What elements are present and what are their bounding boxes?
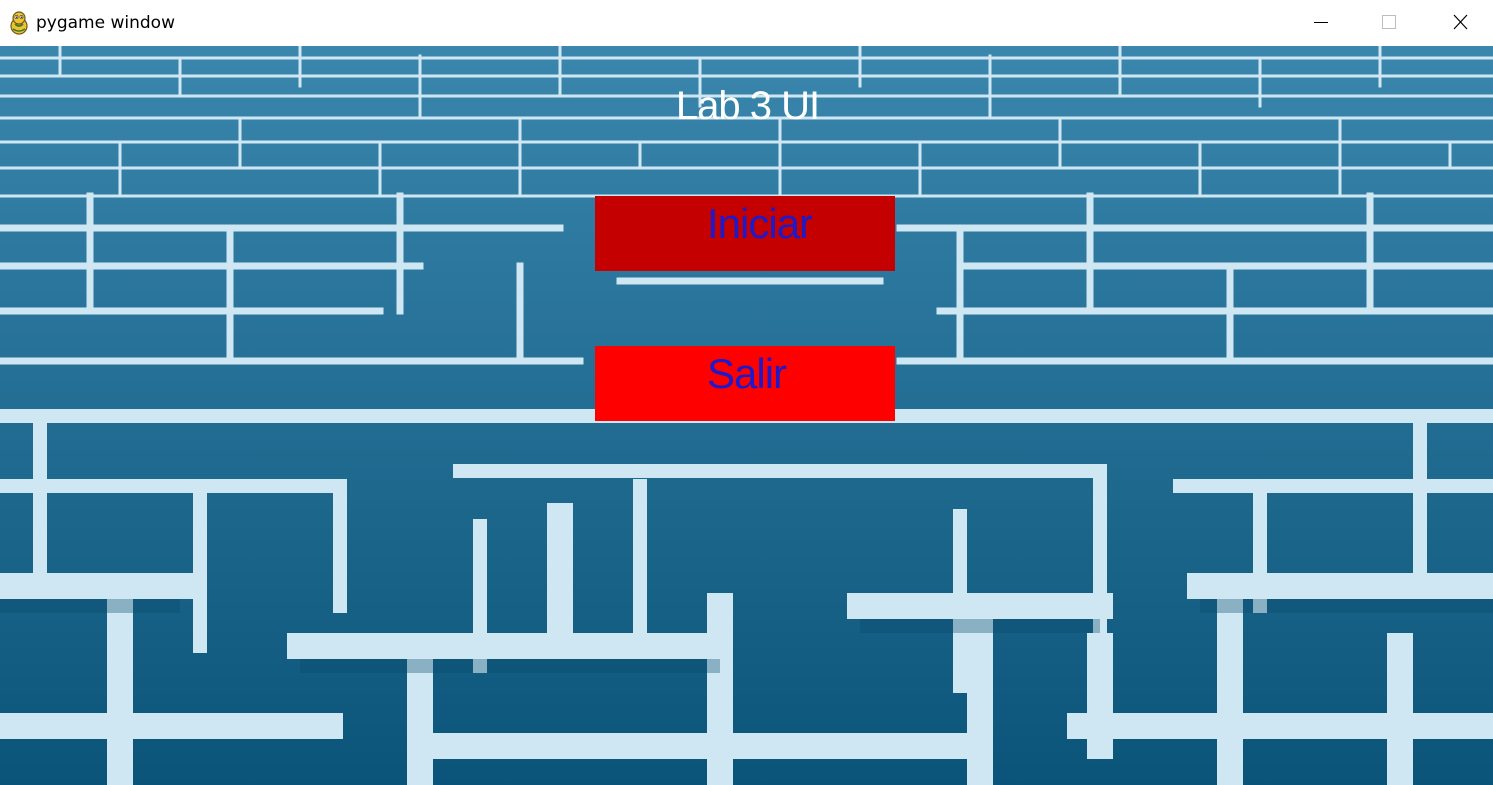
python-snake-icon [8, 11, 30, 35]
close-icon [1453, 14, 1468, 30]
start-button-label: Iniciar [707, 200, 813, 247]
game-canvas: Lab 3 UI Iniciar Salir [0, 46, 1493, 785]
minimize-icon [1314, 22, 1328, 23]
maximize-icon [1382, 15, 1396, 29]
start-button[interactable]: Iniciar [595, 196, 895, 271]
maximize-button[interactable] [1355, 0, 1425, 46]
window-title: pygame window [36, 13, 175, 33]
game-title: Lab 3 UI [675, 84, 820, 128]
minimize-button[interactable] [1286, 0, 1356, 46]
close-button[interactable] [1425, 0, 1493, 46]
title-bar[interactable]: pygame window [0, 0, 1493, 46]
exit-button[interactable]: Salir [595, 346, 895, 421]
exit-button-label: Salir [707, 350, 787, 397]
